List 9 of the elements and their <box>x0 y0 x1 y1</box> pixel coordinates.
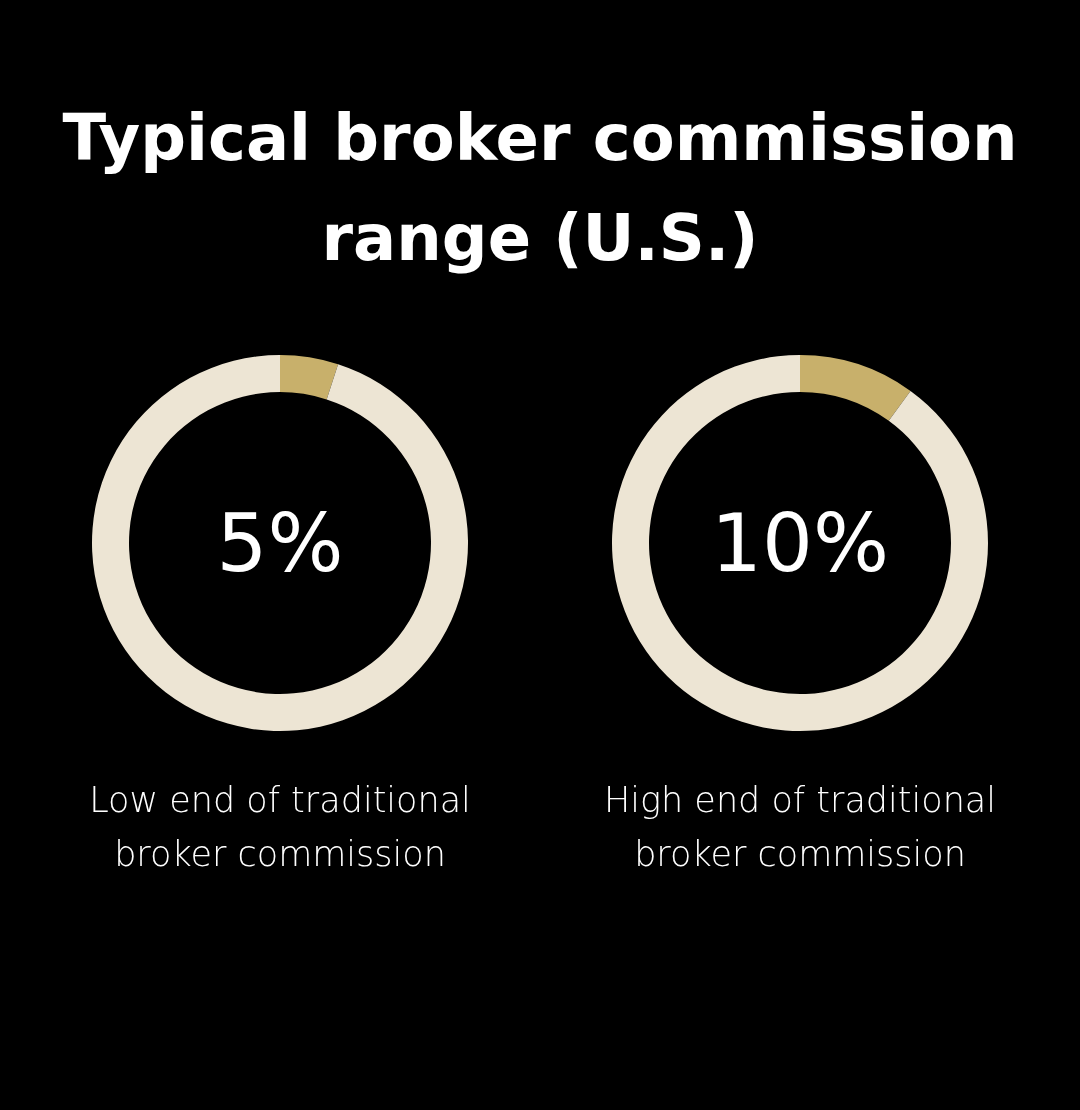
donut-slice <box>800 355 911 421</box>
text: 5% <box>216 497 344 590</box>
donut-slice <box>612 355 988 731</box>
text: 10% <box>711 497 889 590</box>
text: Low end of traditional broker commission <box>89 780 471 874</box>
chart-title: Typical broker commission range (U.S.) <box>62 101 1018 275</box>
text: High end of traditional broker commission <box>604 780 996 874</box>
donut-slice <box>280 355 339 400</box>
donut-slice <box>92 355 468 731</box>
